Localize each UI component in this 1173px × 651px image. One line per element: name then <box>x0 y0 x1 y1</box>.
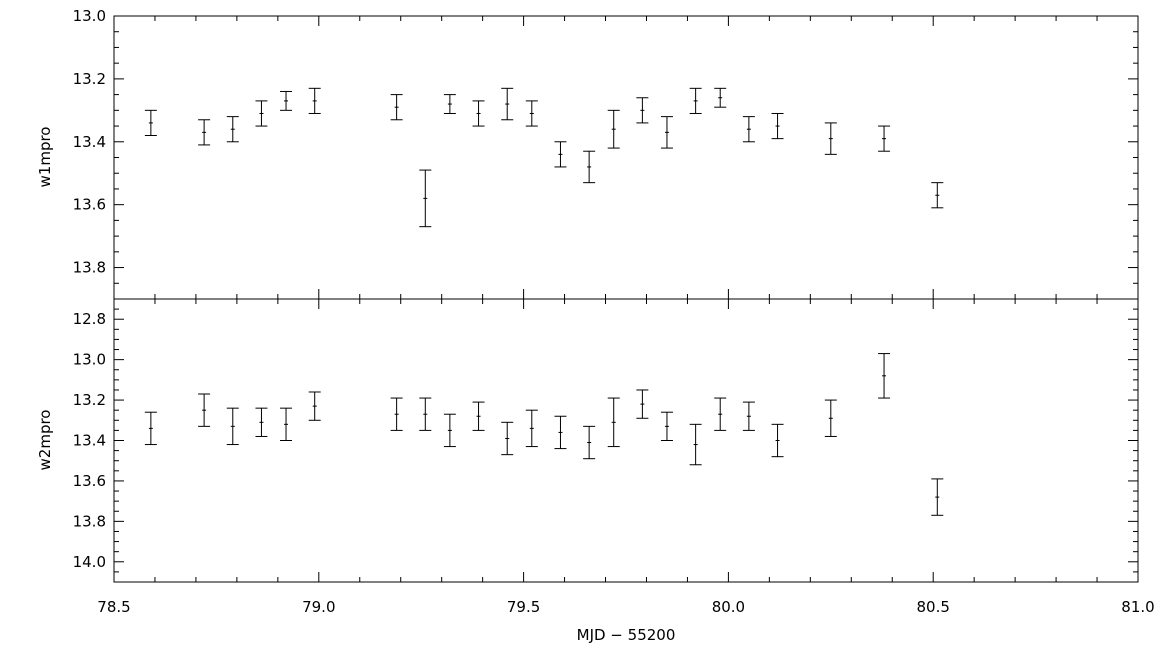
data-point <box>472 100 485 127</box>
y-tick-label: 13.6 <box>73 472 106 490</box>
x-tick-labels: 78.5 79.0 79.5 80.0 80.5 81.0 <box>97 598 1154 616</box>
data-point <box>280 407 293 441</box>
data-point <box>525 409 538 448</box>
plot-frame-top <box>113 15 1139 300</box>
data-point <box>878 125 891 152</box>
data-point <box>660 116 673 149</box>
y-tick-label: 13.4 <box>73 432 106 450</box>
x-tick-label: 79.0 <box>302 598 335 616</box>
y-tick-label: 13.2 <box>73 70 106 88</box>
y-axis-label-top: w1mpro <box>36 127 54 188</box>
data-points-bottom <box>144 353 944 516</box>
data-point <box>308 391 321 421</box>
data-point <box>226 116 239 143</box>
x-tick-label: 80.0 <box>712 598 745 616</box>
data-point <box>501 421 514 456</box>
x-tick-label: 80.5 <box>916 598 949 616</box>
data-point <box>714 397 727 431</box>
y-tick-label: 13.8 <box>73 512 106 530</box>
data-point <box>525 100 538 127</box>
y-tick-labels-top: 13.0 13.2 13.4 13.6 13.8 <box>73 7 106 277</box>
data-point <box>443 94 456 114</box>
tick-marks-bottom <box>113 298 1139 583</box>
data-points-top <box>144 87 944 228</box>
data-point <box>689 423 702 466</box>
data-point <box>255 100 268 127</box>
data-point <box>824 122 837 155</box>
data-point <box>390 94 403 121</box>
data-point <box>554 141 567 168</box>
data-point <box>144 411 157 446</box>
data-point <box>419 169 432 228</box>
data-point <box>472 401 485 431</box>
data-point <box>419 397 432 431</box>
data-point <box>226 407 239 446</box>
tick-marks-top <box>113 15 1139 300</box>
data-point <box>144 109 157 136</box>
data-point <box>771 112 784 140</box>
data-point <box>636 389 649 419</box>
panel-w2mpro: 12.8 13.0 13.2 13.4 13.6 13.8 14.0 78.5 79.0 79.… <box>36 298 1155 644</box>
y-axis-label-bottom: w2mpro <box>36 410 54 471</box>
y-tick-label: 13.0 <box>73 7 106 25</box>
data-point <box>742 116 755 143</box>
data-point <box>198 119 211 146</box>
data-point <box>742 401 755 431</box>
data-point <box>824 399 837 437</box>
data-point <box>583 425 596 460</box>
y-tick-label: 13.8 <box>73 259 106 277</box>
x-axis-label: MJD − 55200 <box>577 626 676 644</box>
y-tick-label: 13.6 <box>73 196 106 214</box>
data-point <box>308 87 321 114</box>
data-point <box>255 407 268 437</box>
y-tick-label: 13.2 <box>73 391 106 409</box>
data-point <box>554 415 567 450</box>
data-point <box>931 182 944 209</box>
data-point <box>198 393 211 427</box>
data-point <box>390 397 403 431</box>
y-tick-labels-bottom: 12.8 13.0 13.2 13.4 13.6 13.8 14.0 <box>73 310 106 571</box>
data-point <box>771 423 784 458</box>
y-tick-label: 14.0 <box>73 553 106 571</box>
x-tick-label: 78.5 <box>97 598 130 616</box>
data-point <box>607 109 620 149</box>
y-tick-label: 12.8 <box>73 310 106 328</box>
data-point <box>689 87 702 114</box>
x-tick-label: 81.0 <box>1121 598 1154 616</box>
data-point <box>636 97 649 124</box>
data-point <box>583 150 596 184</box>
data-point <box>501 87 514 121</box>
x-tick-label: 79.5 <box>507 598 540 616</box>
panel-w1mpro: 13.0 13.2 13.4 13.6 13.8 w1mpro <box>36 7 1139 300</box>
data-point <box>878 353 891 399</box>
data-point <box>607 397 620 448</box>
data-point <box>660 411 673 441</box>
y-tick-label: 13.4 <box>73 133 106 151</box>
data-point <box>280 90 293 111</box>
data-point <box>931 478 944 516</box>
data-point <box>714 87 727 108</box>
data-point <box>443 413 456 448</box>
plot-frame-bottom <box>113 298 1139 583</box>
y-tick-label: 13.0 <box>73 351 106 369</box>
